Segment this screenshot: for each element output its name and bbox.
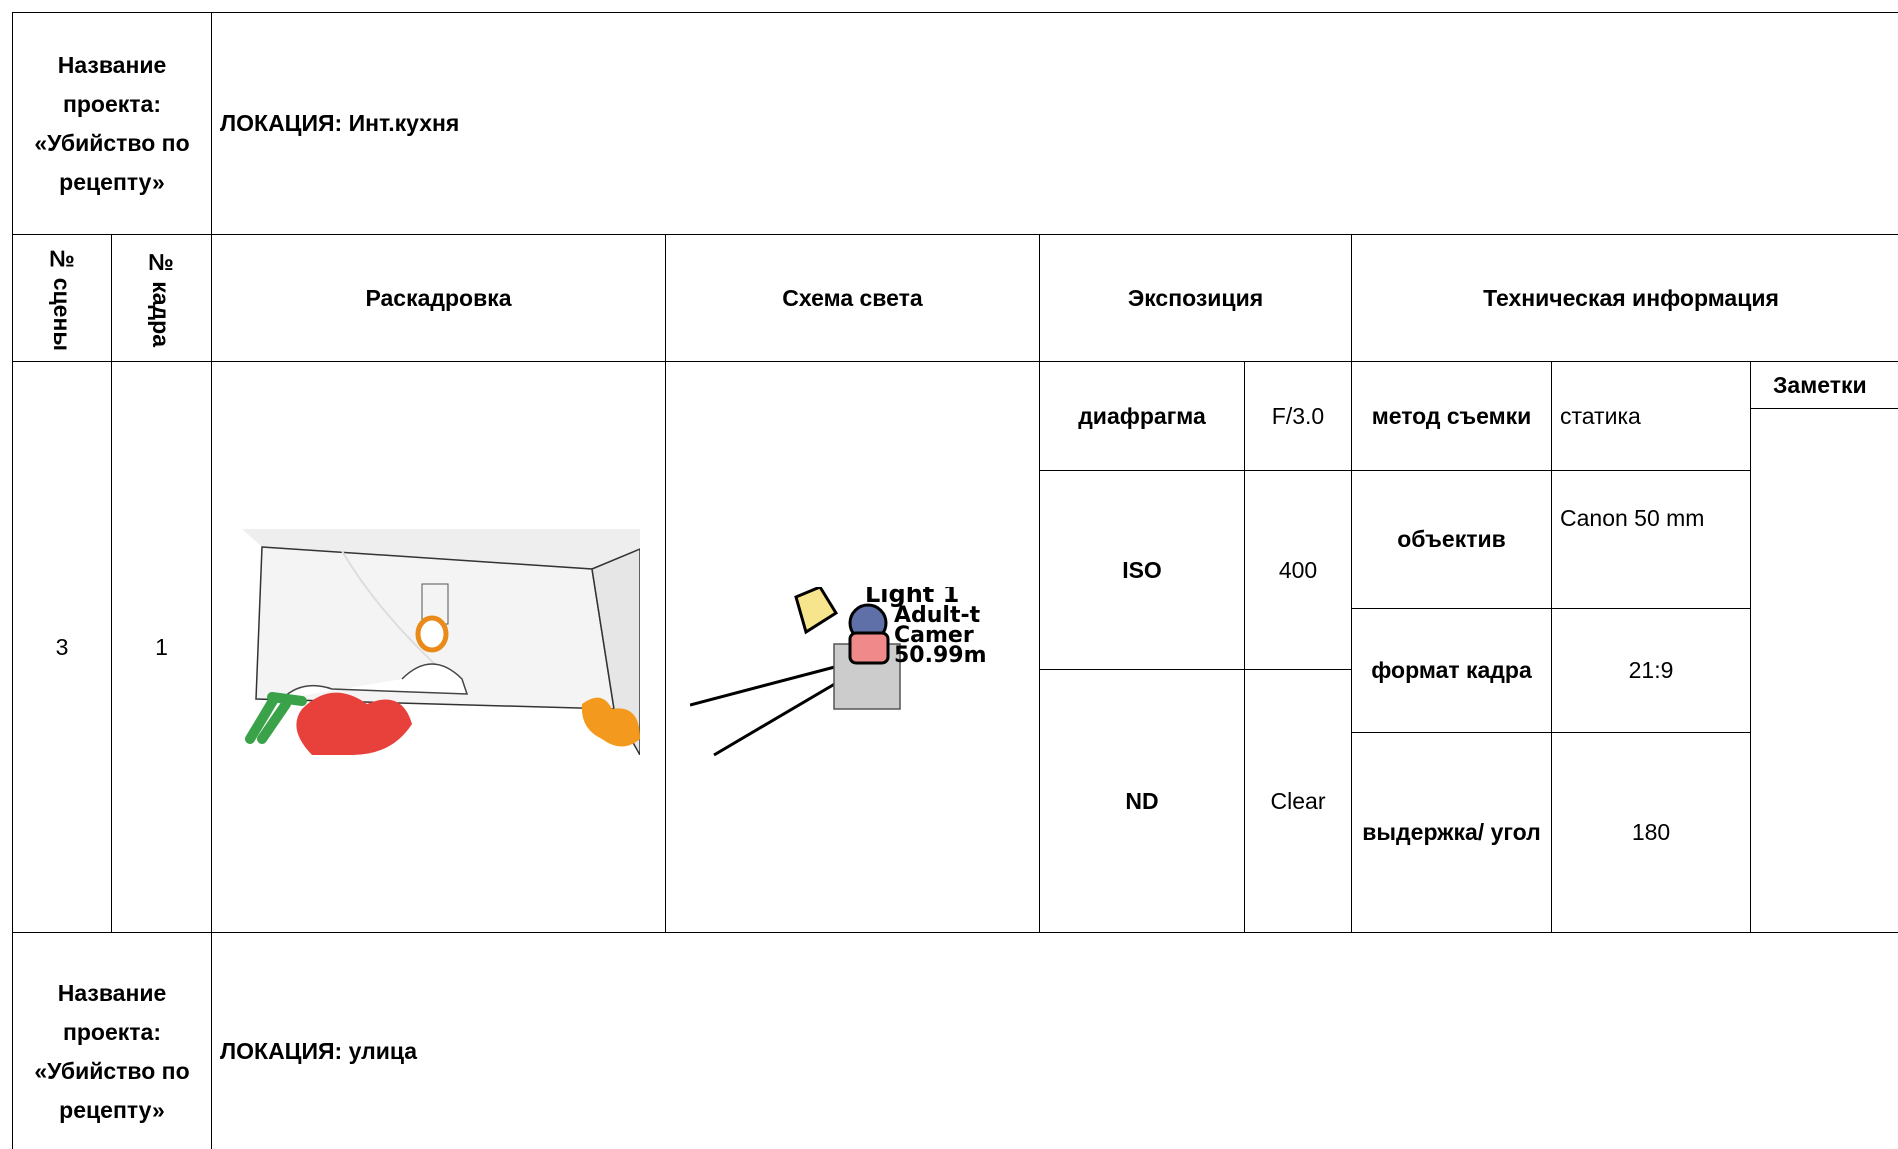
exposure-value-text: F/3.0 xyxy=(1271,402,1325,429)
exposure-value-text: 400 xyxy=(1278,556,1318,583)
light-scheme: Light 1 Adult-t Camer 50.99m xyxy=(690,587,987,757)
tech-value: Canon 50 mm xyxy=(1551,470,1751,609)
light-label: Light 1 xyxy=(865,587,959,608)
scene-header-text: № сцены xyxy=(49,245,75,351)
scene-number-text: 3 xyxy=(55,633,69,660)
tech-value-text: статика xyxy=(1560,402,1641,429)
location-cell: ЛОКАЦИЯ: Инт.кухня xyxy=(211,12,1898,235)
exposure-value: Clear xyxy=(1244,669,1352,933)
tech-param: выдержка/ угол xyxy=(1351,732,1552,933)
tech-param-text: метод съемки xyxy=(1371,402,1532,429)
exposure-param-text: диафрагма xyxy=(1078,402,1206,429)
project-cell-text: Название проекта: «Убийство по рецепту» xyxy=(34,979,190,1123)
tech-value: 21:9 xyxy=(1551,608,1751,733)
scene-number: 3 xyxy=(12,361,112,933)
tech-param-text: формат кадра xyxy=(1371,657,1532,683)
storyboard-header-text: Раскадровка xyxy=(365,284,512,311)
tech-header-text: Техническая информация xyxy=(1483,284,1779,311)
tech-param: метод съемки xyxy=(1351,361,1552,471)
exposure-param-text: ND xyxy=(1125,787,1159,814)
scene-header: № сцены xyxy=(12,234,112,362)
shot-header: № кадра xyxy=(111,234,212,362)
storyboard-header: Раскадровка xyxy=(211,234,666,362)
shot-number: 1 xyxy=(111,361,212,933)
tech-param-text: объектив xyxy=(1397,526,1506,552)
shot-header-text: № кадра xyxy=(148,248,175,348)
notes-header-text: Заметки xyxy=(1773,371,1867,398)
shot-number-text: 1 xyxy=(155,633,168,660)
tech-param-text: выдержка/ угол xyxy=(1362,819,1541,845)
light-label: 50.99m xyxy=(894,643,987,668)
location-cell-text: ЛОКАЦИЯ: улица xyxy=(220,1038,418,1064)
project-cell: Название проекта: «Убийство по рецепту» xyxy=(12,12,212,235)
exposure-value: F/3.0 xyxy=(1244,361,1352,471)
exposure-param: ISO xyxy=(1039,470,1245,670)
exposure-header-text: Экспозиция xyxy=(1127,284,1264,311)
tech-param: формат кадра xyxy=(1351,608,1552,733)
exposure-param-text: ISO xyxy=(1122,556,1162,583)
project-cell: Название проекта: «Убийство по рецепту» xyxy=(12,932,212,1149)
tech-param: объектив xyxy=(1351,470,1552,609)
notes-cell xyxy=(1750,361,1898,933)
exposure-param: ND xyxy=(1039,669,1245,933)
exposure-value: 400 xyxy=(1244,470,1352,670)
tech-header: Техническая информация xyxy=(1351,234,1898,362)
exposure-header: Экспозиция xyxy=(1039,234,1352,362)
light-header-text: Схема света xyxy=(782,284,923,311)
tech-value-text: 180 xyxy=(1631,819,1671,845)
project-cell-text: Название проекта: «Убийство по рецепту» xyxy=(34,51,190,195)
light-label: Camer xyxy=(894,623,974,648)
exposure-value-text: Clear xyxy=(1270,787,1326,814)
light-label: Adult-t xyxy=(894,603,981,628)
tech-value-text: 21:9 xyxy=(1628,657,1674,683)
location-cell-text: ЛОКАЦИЯ: Инт.кухня xyxy=(220,110,460,136)
light-header: Схема света xyxy=(665,234,1040,362)
storyboard-sketch xyxy=(242,529,640,755)
exposure-param: диафрагма xyxy=(1039,361,1245,471)
tech-value: 180 xyxy=(1551,732,1751,933)
tech-value: статика xyxy=(1551,361,1751,471)
tech-value-text: Canon 50 mm xyxy=(1560,505,1705,531)
location-cell: ЛОКАЦИЯ: улица xyxy=(211,932,1898,1149)
